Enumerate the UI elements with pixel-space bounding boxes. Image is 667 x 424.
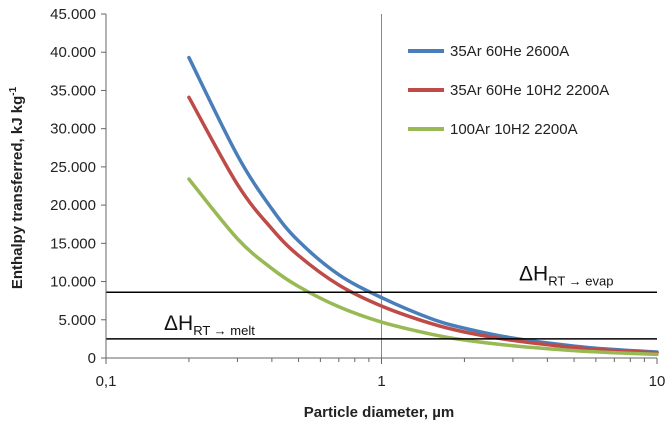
reference-label-evap: ΔHRT → evap	[519, 262, 613, 288]
series-line-1	[187, 55, 659, 354]
reference-label-melt: ΔHRT → melt	[164, 312, 255, 338]
y-tick-label: 15.000	[50, 235, 96, 252]
series-line-2	[187, 95, 659, 355]
y-axis-title-main: Enthalpy transferred, kJ kg	[9, 96, 26, 289]
series-layer	[187, 55, 659, 357]
y-axis-title-superscript: -1	[8, 86, 19, 95]
y-tick-label: 5.000	[58, 312, 96, 329]
y-tick-label: 45.000	[50, 6, 96, 23]
y-tick-label: 40.000	[50, 44, 96, 61]
legend: 35Ar 60He 2600A 35Ar 60He 10H2 2200A 100Ar…	[408, 43, 609, 138]
y-axis-title: Enthalpy transferred, kJ kg-1	[8, 86, 26, 289]
reference-label-main: ΔH	[519, 262, 548, 285]
legend-entry-2: 35Ar 60He 10H2 2200A	[408, 82, 609, 99]
y-tick-label: 10.000	[50, 274, 96, 291]
axes-layer	[101, 13, 658, 364]
legend-label: 35Ar 60He 2600A	[450, 43, 569, 60]
series-line-3	[187, 177, 659, 357]
x-tick-label: 1	[377, 373, 385, 390]
legend-label: 35Ar 60He 10H2 2200A	[450, 82, 609, 99]
legend-entry-1: 35Ar 60He 2600A	[408, 43, 569, 60]
y-tick-label: 35.000	[50, 82, 96, 99]
x-tick-labels: 0,1 1 10	[96, 373, 666, 390]
y-tick-label: 0	[88, 350, 96, 367]
legend-label: 100Ar 10H2 2200A	[450, 121, 578, 138]
reference-label-subscript: RT → evap	[548, 273, 613, 288]
y-tick-label: 25.000	[50, 159, 96, 176]
x-axis-title: Particle diameter, µm	[304, 404, 454, 421]
x-tick-label: 10	[649, 373, 666, 390]
reference-label-subscript: RT → melt	[193, 323, 255, 338]
reference-label-main: ΔH	[164, 312, 193, 335]
y-tick-labels: 0 5.000 10.000 15.000 20.000 25.000 30.000 35.0…	[50, 6, 96, 367]
y-tick-label: 30.000	[50, 121, 96, 138]
y-tick-label: 20.000	[50, 197, 96, 214]
legend-entry-3: 100Ar 10H2 2200A	[408, 121, 578, 138]
x-tick-label: 0,1	[96, 373, 117, 390]
